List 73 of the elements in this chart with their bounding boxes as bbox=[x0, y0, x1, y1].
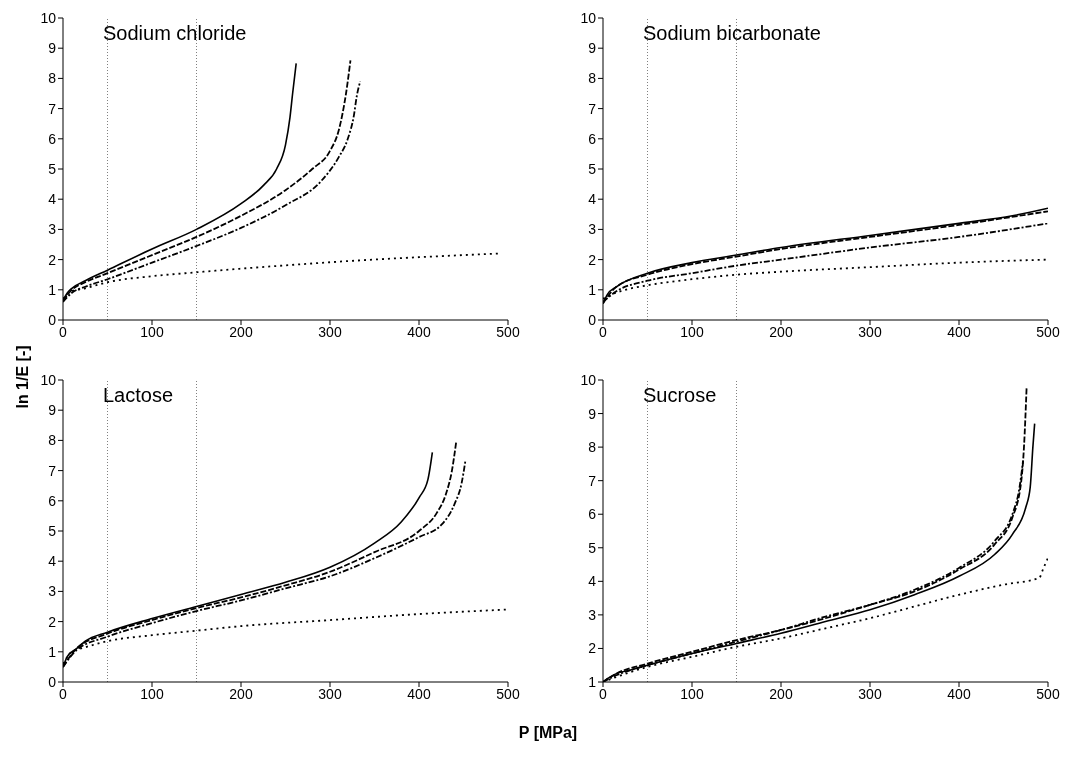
y-tick-label: 7 bbox=[588, 472, 597, 489]
x-tick-label: 300 bbox=[318, 323, 342, 340]
y-tick-label: 4 bbox=[48, 191, 57, 208]
x-tick-label: 200 bbox=[769, 323, 793, 340]
y-tick-label: 3 bbox=[588, 606, 597, 623]
y-tick-label: 2 bbox=[588, 640, 597, 657]
x-tick-label: 0 bbox=[599, 685, 608, 702]
y-tick-label: 10 bbox=[40, 9, 57, 26]
x-tick-label: 400 bbox=[947, 323, 971, 340]
y-tick-label: 0 bbox=[48, 673, 57, 690]
y-tick-label: 7 bbox=[588, 100, 597, 117]
y-tick-label: 6 bbox=[48, 130, 57, 147]
chart-title: Sucrose bbox=[643, 384, 717, 407]
x-axis-title: P [MPa] bbox=[517, 724, 579, 742]
y-tick-label: 9 bbox=[588, 405, 597, 422]
y-tick-label: 3 bbox=[48, 583, 57, 600]
y-tick-label: 4 bbox=[588, 191, 597, 208]
x-tick-label: 200 bbox=[229, 323, 253, 340]
x-tick-label: 0 bbox=[59, 323, 68, 340]
x-tick-label: 300 bbox=[858, 323, 882, 340]
y-tick-label: 6 bbox=[588, 506, 597, 523]
y-tick-label: 5 bbox=[48, 160, 57, 177]
y-tick-label: 8 bbox=[588, 439, 597, 456]
y-tick-label: 10 bbox=[580, 9, 597, 26]
y-tick-label: 9 bbox=[48, 402, 57, 419]
y-tick-label: 5 bbox=[588, 539, 597, 556]
y-tick-label: 7 bbox=[48, 100, 57, 117]
y-tick-label: 4 bbox=[48, 553, 57, 570]
x-tick-label: 500 bbox=[496, 685, 520, 702]
y-tick-label: 2 bbox=[588, 251, 597, 268]
y-tick-label: 6 bbox=[588, 130, 597, 147]
x-tick-label: 500 bbox=[1036, 323, 1060, 340]
y-tick-label: 3 bbox=[588, 221, 597, 238]
x-tick-label: 0 bbox=[599, 323, 608, 340]
y-tick-label: 2 bbox=[48, 613, 57, 630]
x-tick-label: 500 bbox=[496, 323, 520, 340]
y-tick-label: 0 bbox=[48, 311, 57, 328]
y-tick-label: 8 bbox=[588, 70, 597, 87]
chart-title: Lactose bbox=[103, 384, 174, 407]
x-tick-label: 300 bbox=[318, 685, 342, 702]
x-tick-label: 100 bbox=[140, 323, 164, 340]
y-tick-label: 1 bbox=[588, 673, 597, 690]
x-tick-label: 400 bbox=[947, 685, 971, 702]
y-tick-label: 7 bbox=[48, 462, 57, 479]
y-tick-label: 5 bbox=[588, 160, 597, 177]
x-tick-label: 400 bbox=[407, 323, 431, 340]
y-tick-label: 0 bbox=[588, 311, 597, 328]
chart-title: Sodium chloride bbox=[103, 22, 247, 45]
x-tick-label: 200 bbox=[769, 685, 793, 702]
y-tick-label: 9 bbox=[588, 40, 597, 57]
y-tick-label: 5 bbox=[48, 522, 57, 539]
y-tick-label: 1 bbox=[48, 643, 57, 660]
x-tick-label: 200 bbox=[229, 685, 253, 702]
y-tick-label: 1 bbox=[48, 281, 57, 298]
x-tick-label: 100 bbox=[140, 685, 164, 702]
y-tick-label: 8 bbox=[48, 70, 57, 87]
y-tick-label: 2 bbox=[48, 251, 57, 268]
y-tick-label: 9 bbox=[48, 40, 57, 57]
x-tick-label: 0 bbox=[59, 685, 68, 702]
x-tick-label: 500 bbox=[1036, 685, 1060, 702]
y-tick-label: 1 bbox=[588, 281, 597, 298]
x-tick-label: 300 bbox=[858, 685, 882, 702]
y-tick-label: 10 bbox=[40, 371, 57, 388]
x-tick-label: 400 bbox=[407, 685, 431, 702]
chart-title: Sodium bicarbonate bbox=[643, 22, 821, 45]
y-tick-label: 3 bbox=[48, 221, 57, 238]
y-tick-label: 4 bbox=[588, 573, 597, 590]
y-axis-title: ln 1/E [-] bbox=[14, 344, 32, 411]
y-tick-label: 8 bbox=[48, 432, 57, 449]
x-tick-label: 100 bbox=[680, 323, 704, 340]
y-tick-label: 6 bbox=[48, 492, 57, 509]
x-tick-label: 100 bbox=[680, 685, 704, 702]
y-tick-label: 10 bbox=[580, 371, 597, 388]
